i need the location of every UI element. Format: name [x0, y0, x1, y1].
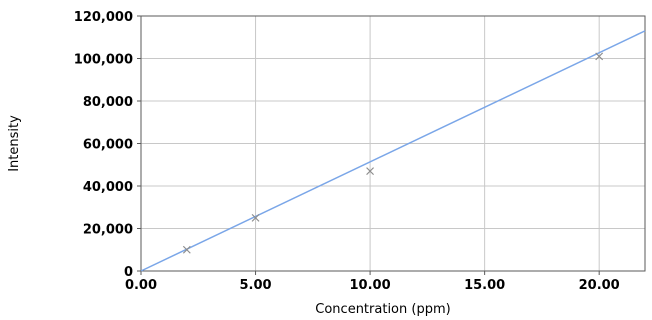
y-tick-label: 20,000: [83, 223, 133, 238]
calibration-fit-line: [140, 30, 646, 272]
x-tick-label: 10.00: [350, 278, 391, 293]
x-axis-label: Concentration (ppm): [315, 302, 450, 317]
x-tick-label: 15.00: [464, 278, 505, 293]
y-axis-label: Intensity: [7, 115, 22, 172]
y-tick-label: 60,000: [83, 138, 133, 153]
fit-line-group: [140, 30, 646, 272]
data-point: [251, 213, 260, 222]
data-point: [182, 245, 191, 254]
y-tick-label: 0: [124, 265, 133, 280]
grid: [140, 15, 645, 272]
y-tick-label: 100,000: [74, 53, 133, 68]
y-axis-ticks: 0 20,000 40,000 60,000 80,000 100,000 120,000: [74, 10, 141, 280]
x-tick-label: 5.00: [240, 278, 272, 293]
y-tick-label: 120,000: [74, 10, 133, 25]
y-tick-label: 40,000: [83, 180, 133, 195]
x-tick-label: 20.00: [579, 278, 620, 293]
y-tick-label: 80,000: [83, 95, 133, 110]
data-point: [595, 52, 604, 61]
data-point: [366, 167, 375, 176]
x-axis-ticks: 0.00 5.00 10.00 15.00 20.00: [125, 271, 620, 293]
data-points: [182, 52, 604, 254]
x-tick-label: 0.00: [125, 278, 157, 293]
